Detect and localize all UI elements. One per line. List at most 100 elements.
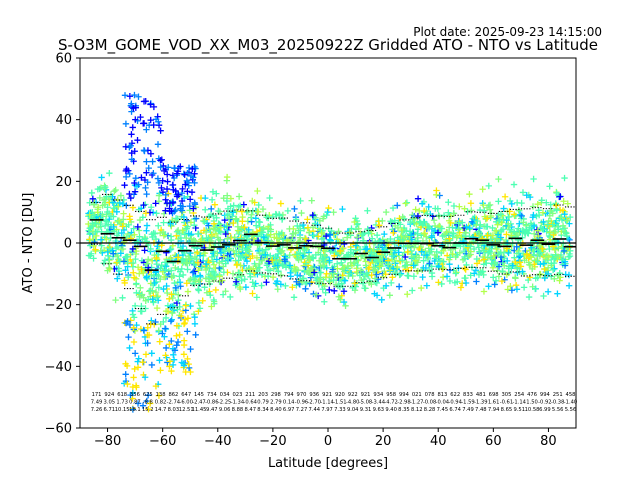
scatter-point [157,127,164,134]
scatter-point [208,196,216,203]
scatter-point [147,150,155,157]
scatter-point [196,276,203,284]
bin-stat-label: 305 [501,392,511,398]
scatter-point [247,255,254,262]
x-tick-label: −60 [149,434,176,449]
scatter-point [505,249,512,257]
scatter-point [445,209,452,216]
scatter-point [233,250,240,257]
bin-stat-label: 8.65 [501,407,513,413]
scatter-point [425,225,433,232]
scatter-point [272,210,279,218]
scatter-point [93,232,100,240]
scatter-point [326,231,334,238]
scatter-point [498,277,506,285]
scatter-point [217,249,225,257]
scatter-point [554,272,562,279]
scatter-point [387,279,395,287]
scatter-point [493,245,500,253]
bin-stat-label: -0.94 [448,400,462,406]
scatter-point [154,297,162,304]
scatter-point [292,229,299,237]
scatter-point [150,229,157,237]
scatter-point [131,179,138,187]
scatter-point [337,247,344,255]
bin-stat-label: 9.31 [360,407,372,413]
bin-stat-label: 8.12 [411,407,423,413]
scatter-point [269,273,277,281]
scatter-point [136,216,144,224]
bin-stat-label: 8.47 [244,407,256,413]
scatter-point [280,231,287,239]
scatter-point [506,226,514,234]
scatter-point [284,207,292,215]
scatter-point [121,279,128,287]
scatter-point [515,257,523,265]
scatter-point [430,217,438,224]
scatter-point [480,256,488,263]
bin-stat-label: 6.74 [449,407,461,413]
scatter-point [382,282,390,290]
bin-stat-label: 9.63 [373,407,385,413]
scatter-point [419,220,426,228]
scatter-point [136,293,143,301]
scatter-point [119,200,127,208]
scatter-point [479,186,486,193]
scatter-point [296,234,304,241]
scatter-point [110,213,117,220]
scatter-point [90,242,97,249]
x-tick-label: 0 [324,434,332,449]
scatter-point [88,189,95,197]
bin-stat-label: -0.08 [423,400,436,406]
scatter-point [173,232,180,239]
scatter-point [294,271,301,279]
scatter-point [153,294,161,301]
bin-stat-label: 8.40 [270,407,282,413]
scatter-point [400,243,407,250]
scatter-point [115,203,122,210]
scatter-point [167,220,174,227]
scatter-point [287,269,294,277]
scatter-point [223,173,231,181]
scatter-point [340,268,348,275]
scatter-point [191,314,198,321]
scatter-point [446,277,454,285]
scatter-point [126,321,134,329]
scatter-point [191,199,198,207]
scatter-point [455,226,462,233]
scatter-point [162,307,170,315]
scatter-point [154,141,162,148]
scatter-point [402,227,410,235]
scatter-point [92,246,99,253]
scatter-point [556,277,563,284]
bin-stat-label: 7.45 [437,407,449,413]
scatter-point [155,272,162,280]
scatter-point [475,244,482,251]
scatter-point [559,207,567,214]
scatter-point [293,251,301,258]
scatter-point [534,227,542,234]
scatter-point [540,226,547,233]
scatter-point [484,223,491,230]
scatter-point [172,284,180,292]
scatter-point [352,215,359,222]
scatter-point [543,199,550,206]
x-tick-label: −80 [94,434,121,449]
scatter-point [529,245,536,252]
scatter-point [129,311,137,318]
scatter-point [557,193,564,200]
scatter-point [516,229,523,237]
scatter-point [534,246,541,254]
scatter-point [131,231,138,238]
scatter-point [237,262,244,269]
scatter-point [122,371,129,378]
scatter-point [118,229,125,237]
scatter-point [418,284,425,292]
scatter-point [344,263,351,270]
scatter-point [126,190,133,198]
scatter-point [103,218,110,225]
scatter-point [168,207,175,215]
scatter-point [187,345,194,353]
scatter-point [359,280,367,287]
scatter-point [180,213,188,221]
